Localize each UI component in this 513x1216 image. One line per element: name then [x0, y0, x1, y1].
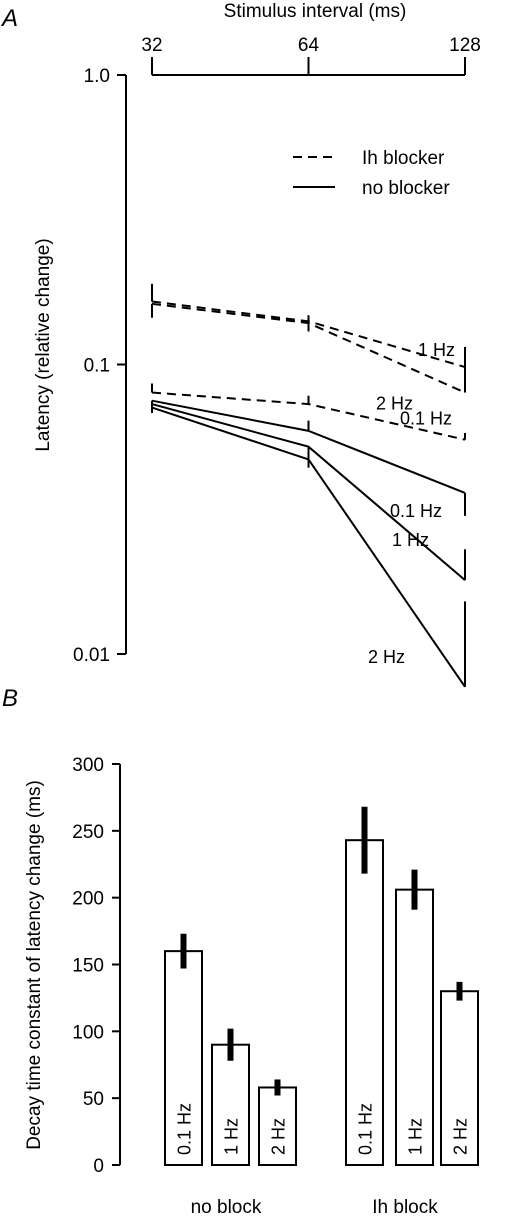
- bar-label: 2 Hz: [451, 1118, 471, 1155]
- legend-label: Ih blocker: [362, 148, 445, 169]
- x-axis-title-a: Stimulus interval (ms): [224, 1, 407, 22]
- y-tick-label-b: 250: [72, 822, 104, 843]
- y-axis-b: 0 50 100 150 200 250 300: [72, 755, 121, 1177]
- y-tick-label-a: 0.1: [84, 356, 110, 377]
- y-axis-title-a: Latency (relative change): [33, 238, 54, 451]
- y-tick-label-b: 150: [72, 956, 104, 977]
- bar-label: 1 Hz: [406, 1118, 426, 1155]
- y-axis-title-b: Decay time constant of latency change (m…: [24, 780, 45, 1150]
- group-label: no block: [191, 1197, 262, 1216]
- bar: [164, 950, 203, 1167]
- y-tick-label-b: 300: [72, 755, 104, 776]
- group-label: Ih block: [372, 1197, 438, 1216]
- x-tick-label-a: 128: [449, 35, 481, 56]
- y-tick-label-a: 0.01: [73, 645, 110, 666]
- panel-label-a: A: [0, 5, 18, 32]
- x-axis-a: 32 64 128: [141, 35, 481, 76]
- bar: [258, 1086, 297, 1167]
- x-tick-label-a: 64: [298, 35, 320, 56]
- y-tick-label-b: 50: [83, 1089, 104, 1110]
- bar: [211, 1043, 250, 1166]
- x-tick-label-a: 32: [141, 35, 162, 56]
- series-label: 2 Hz: [368, 647, 405, 667]
- bar: [395, 888, 434, 1166]
- bar: [440, 990, 479, 1166]
- bar-label: 0.1 Hz: [175, 1103, 195, 1155]
- y-tick-label-b: 200: [72, 889, 104, 910]
- legend-a: Ih blocker no blocker: [293, 148, 450, 199]
- bar-label: 2 Hz: [269, 1118, 289, 1155]
- series-label: 1 Hz: [392, 530, 429, 550]
- series-label: 2 Hz: [376, 394, 413, 414]
- y-tick-label-b: 100: [72, 1022, 104, 1043]
- y-tick-label-b: 0: [93, 1156, 104, 1177]
- series-label: 0.1 Hz: [390, 501, 442, 521]
- panel-label-b: B: [2, 685, 18, 712]
- y-tick-label-a: 1.0: [84, 66, 110, 87]
- bars-b: 0.1 Hz 1 Hz 2 Hz no block 0.1 Hz 1 Hz 2 Hz Ih b…: [164, 806, 479, 1216]
- series-label: 0.1 Hz: [400, 409, 452, 429]
- series-label: 1 Hz: [418, 340, 455, 360]
- y-axis-a: 1.0 0.1 0.01: [73, 66, 127, 666]
- bar-label: 1 Hz: [222, 1118, 242, 1155]
- series-a: 1 Hz2 Hz0.1 Hz0.1 Hz1 Hz2 Hz: [151, 283, 466, 688]
- legend-label: no blocker: [362, 178, 450, 199]
- bar-label: 0.1 Hz: [356, 1103, 376, 1155]
